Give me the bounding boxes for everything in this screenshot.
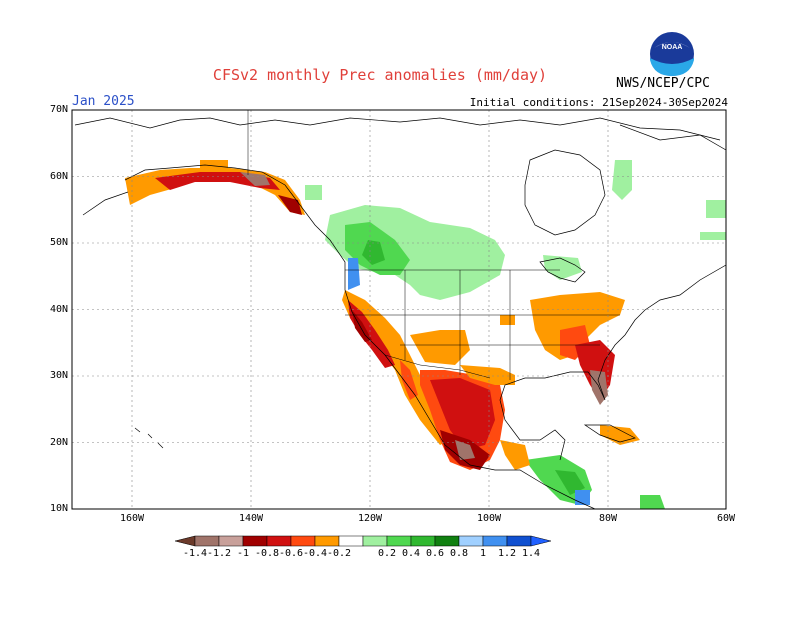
colorbar-label: -0.8	[254, 548, 280, 559]
colorbar-label: 1.2	[497, 548, 517, 559]
lat-tick-label: 40N	[49, 303, 68, 315]
lat-tick-label: 60N	[49, 170, 68, 182]
lat-tick-label: 10N	[49, 503, 68, 514]
colorbar-high-arrow	[530, 535, 552, 547]
colorbar-low-arrow	[174, 535, 196, 547]
lat-tick-label: 30N	[49, 370, 68, 381]
colorbar-swatch	[458, 535, 484, 547]
colorbar-swatch	[386, 535, 412, 547]
month-label: Jan 2025	[72, 94, 135, 109]
lon-tick-label: 140W	[238, 513, 264, 524]
colorbar	[174, 535, 552, 547]
coastline-layer	[74, 117, 726, 509]
gridlines	[72, 110, 726, 509]
lon-tick-label: 160W	[119, 513, 145, 524]
border-layer	[247, 110, 620, 380]
colorbar-label: -0.6	[278, 548, 304, 559]
colorbar-label: -1.2	[206, 548, 232, 559]
lat-tick-label: 20N	[49, 436, 68, 448]
colorbar-label: -1	[236, 548, 250, 559]
colorbar-label: -0.4	[302, 548, 328, 559]
colorbar-swatch	[362, 535, 388, 547]
lat-tick-label: 70N	[49, 104, 68, 115]
colorbar-swatch	[434, 535, 460, 547]
colorbar-swatch	[482, 535, 508, 547]
lon-tick-label: 80W	[598, 513, 618, 524]
colorbar-label: 0.2	[377, 548, 397, 559]
colorbar-swatch	[266, 535, 292, 547]
colorbar-label: 0.6	[425, 548, 445, 559]
noaa-logo-icon: NOAA	[650, 32, 694, 76]
colorbar-swatch	[338, 535, 364, 547]
colorbar-label: 1.4	[521, 548, 541, 559]
colorbar-swatch	[506, 535, 532, 547]
colorbar-swatch	[194, 535, 220, 547]
initial-conditions: Initial conditions: 21Sep2024-30Sep2024	[469, 96, 728, 109]
colorbar-swatch	[218, 535, 244, 547]
page-title: CFSv2 monthly Prec anomalies (mm/day)	[212, 66, 548, 84]
agency-label: NWS/NCEP/CPC	[616, 76, 710, 91]
lon-tick-label: 100W	[476, 513, 502, 524]
colorbar-label: 0.4	[401, 548, 421, 559]
colorbar-swatch	[242, 535, 268, 547]
colorbar-label: 0.8	[449, 548, 469, 559]
colorbar-swatch	[410, 535, 436, 547]
lon-tick-label: 60W	[716, 513, 736, 524]
colorbar-label: 1	[479, 548, 487, 559]
lon-tick-label: 120W	[357, 513, 383, 524]
svg-text:NOAA: NOAA	[662, 44, 683, 51]
colorbar-label: -1.4	[182, 548, 208, 559]
colorbar-swatch	[290, 535, 316, 547]
colorbar-swatch	[314, 535, 340, 547]
colorbar-label: -0.2	[326, 548, 352, 559]
lat-tick-label: 50N	[49, 237, 68, 248]
